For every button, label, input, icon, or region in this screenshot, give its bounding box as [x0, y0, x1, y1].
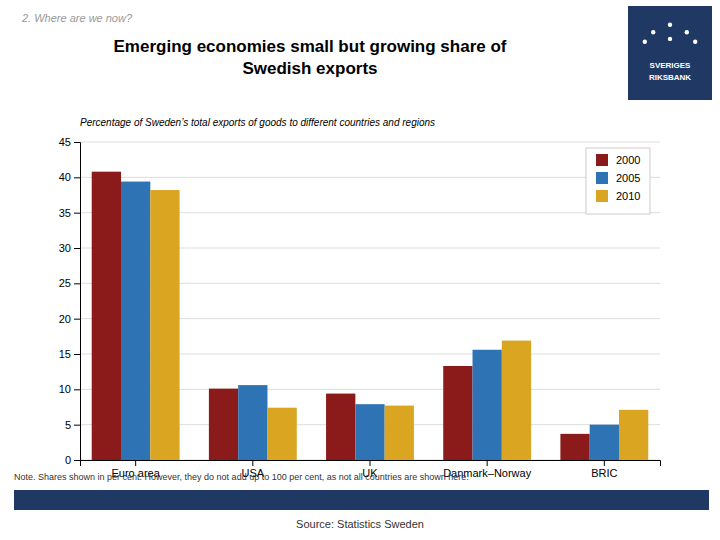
supertitle: 2. Where are we now?: [21, 12, 133, 24]
bar: [355, 404, 384, 460]
y-tick: 45: [59, 136, 80, 148]
y-tick: 40: [59, 171, 80, 183]
x-tick: BRIC: [591, 460, 617, 479]
legend-label: 2005: [616, 172, 640, 184]
y-tick-mark: [74, 354, 80, 355]
y-tick-mark: [74, 248, 80, 249]
logo: SVERIGES RIKSBANK: [628, 6, 712, 100]
y-tick-mark: [74, 425, 80, 426]
plot: 051015202530354045Euro areaUSAUKDanmark–…: [59, 136, 661, 479]
bar: [326, 394, 355, 460]
subtitle: Percentage of Sweden’s total exports of …: [80, 117, 435, 128]
chart-svg: 2. Where are we now? Emerging economies s…: [0, 0, 720, 540]
y-tick-mark: [74, 177, 80, 178]
logo-dot: [643, 40, 647, 44]
y-tick-mark: [74, 389, 80, 390]
logo-dot: [651, 30, 655, 34]
bar: [92, 172, 121, 460]
legend-item: 2005: [596, 172, 640, 184]
source: Source: Statistics Sweden: [296, 518, 424, 530]
y-tick-label: 15: [59, 348, 71, 360]
bar: [209, 389, 238, 460]
bar: [619, 410, 648, 460]
legend-frame: [586, 148, 650, 214]
bar: [150, 190, 179, 460]
y-tick-label: 0: [65, 454, 71, 466]
logo-text-line: SVERIGES: [650, 61, 692, 70]
x-tick-mark: [252, 460, 253, 466]
note: Note. Shares shown in per cent. However,…: [14, 472, 469, 482]
bar: [590, 425, 619, 460]
logo-dot: [693, 40, 697, 44]
y-axis: 0 5 10 15 20 25 30 35 40 45: [59, 136, 81, 466]
y-tick-mark: [74, 213, 80, 214]
bar: [473, 350, 502, 460]
y-tick-label: 20: [59, 313, 71, 325]
y-tick-label: 10: [59, 383, 71, 395]
background: [0, 0, 720, 540]
legend-swatch: [596, 190, 608, 202]
y-tick: 0: [65, 454, 80, 466]
logo-dot: [668, 23, 672, 27]
logo-dot: [685, 30, 689, 34]
bar: [385, 406, 414, 460]
y-tick: 35: [59, 207, 80, 219]
x-tick-label: BRIC: [591, 467, 617, 479]
x-tick-mark: [604, 460, 605, 466]
y-tick: 10: [59, 383, 80, 395]
grid: [80, 142, 660, 460]
footer-bar: [14, 490, 709, 510]
bars: [92, 172, 649, 460]
y-tick: 5: [65, 419, 80, 431]
y-tick-mark: [74, 142, 80, 143]
legend-swatch: [596, 154, 608, 166]
chart-container: 2. Where are we now? Emerging economies s…: [0, 0, 720, 540]
y-tick-mark: [74, 460, 80, 461]
bar-series: [121, 182, 619, 460]
x-tick-mark: [135, 460, 136, 466]
logo-text-line: RIKSBANK: [649, 73, 691, 82]
logo-text: SVERIGES RIKSBANK: [649, 61, 691, 82]
bar: [121, 182, 150, 460]
legend-item: 2000: [596, 154, 640, 166]
y-tick-label: 30: [59, 242, 71, 254]
y-tick-label: 25: [59, 277, 71, 289]
y-tick-mark: [74, 283, 80, 284]
bar: [238, 385, 267, 460]
grid-line: [80, 142, 660, 143]
y-tick-label: 35: [59, 207, 71, 219]
title-line: Swedish exports: [242, 59, 377, 78]
x-tick-mark: [370, 460, 371, 466]
bar: [560, 434, 589, 460]
logo-dot: [668, 37, 672, 41]
legend-swatch: [596, 172, 608, 184]
bar-series: [150, 190, 648, 460]
y-tick-label: 5: [65, 419, 71, 431]
grid-line: [80, 177, 660, 178]
y-tick-mark: [74, 319, 80, 320]
title: Emerging economies small but growing sha…: [114, 37, 507, 78]
y-axis-line: [74, 143, 81, 461]
logo-box: [628, 6, 712, 100]
legend-label: 2000: [616, 154, 640, 166]
y-tick: 15: [59, 348, 80, 360]
legend: 2000 2005 2010: [586, 148, 650, 214]
y-tick: 25: [59, 277, 80, 289]
x-tick-mark: [487, 460, 488, 466]
y-tick-label: 45: [59, 136, 71, 148]
x-axis-line: [81, 461, 661, 467]
bar: [443, 366, 472, 460]
bar: [267, 408, 296, 460]
legend-label: 2010: [616, 190, 640, 202]
legend-item: 2010: [596, 190, 640, 202]
y-tick-label: 40: [59, 171, 71, 183]
title-line: Emerging economies small but growing sha…: [114, 37, 507, 56]
y-tick: 20: [59, 313, 80, 325]
bar: [502, 341, 531, 460]
bar-series: [92, 172, 590, 460]
y-tick: 30: [59, 242, 80, 254]
